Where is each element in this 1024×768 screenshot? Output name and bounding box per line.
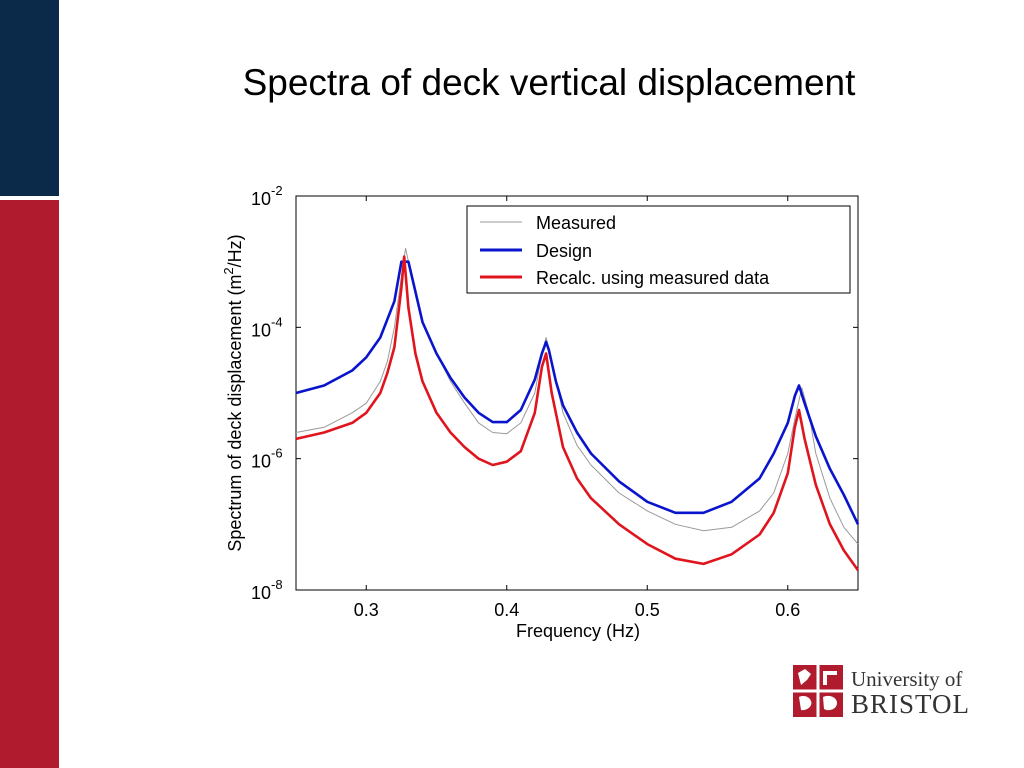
slide-title: Spectra of deck vertical displacement	[242, 62, 856, 103]
logo-text-line1: University of	[851, 667, 963, 691]
y-axis-label-main: Spectrum of deck displacement (m	[225, 275, 245, 552]
x-tick-label-1: 0.4	[494, 600, 519, 620]
university-crest-icon	[793, 665, 843, 717]
y-tick-label-2: 10-6	[251, 446, 283, 472]
university-logo: University of BRISTOL	[793, 663, 973, 721]
x-tick-label-0: 0.3	[354, 600, 379, 620]
crimson-accent-bar	[0, 200, 59, 768]
legend-label-measured: Measured	[536, 213, 616, 233]
logo-text-line2: BRISTOL	[851, 689, 971, 719]
y-axis-label: Spectrum of deck displacement (m2/Hz)	[221, 234, 245, 551]
x-tick-label-3: 0.6	[775, 600, 800, 620]
y-tick-label-0: 10-2	[251, 183, 283, 209]
y-tick-label-1: 10-4	[251, 314, 283, 340]
series-group	[295, 247, 860, 571]
navy-accent-bar	[0, 0, 59, 196]
x-tick-label-2: 0.5	[635, 600, 660, 620]
legend-label-design: Design	[536, 241, 592, 261]
series-line-2	[295, 255, 860, 571]
legend-box	[466, 205, 851, 294]
x-axis-label: Frequency (Hz)	[516, 621, 640, 641]
y-axis-label-unit: /Hz)	[225, 234, 245, 267]
y-tick-labels: 10-2 10-4 10-6 10-8	[251, 183, 283, 603]
y-tick-label-3: 10-8	[251, 577, 283, 603]
y-axis-label-exponent: 2	[221, 267, 236, 274]
legend: Measured Design Recalc. using measured d…	[466, 205, 851, 294]
axis-ticks	[296, 195, 858, 591]
x-tick-labels: 0.3 0.4 0.5 0.6	[354, 600, 801, 620]
legend-label-recalc: Recalc. using measured data	[536, 268, 770, 288]
